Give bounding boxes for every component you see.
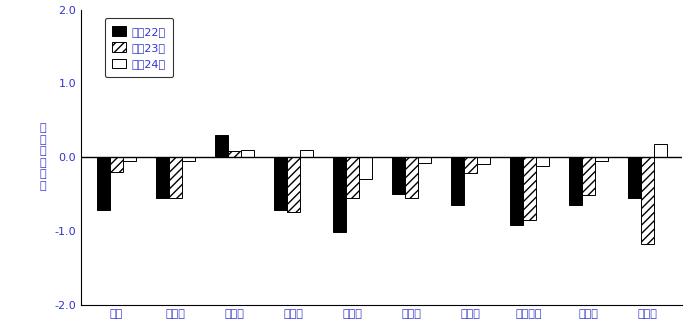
Bar — [581, 157, 594, 195]
Bar — [169, 157, 182, 198]
Bar — [654, 144, 667, 157]
Bar — [536, 157, 548, 166]
Bar — [405, 157, 418, 198]
Bar — [569, 157, 581, 205]
Bar — [346, 157, 358, 198]
Bar — [477, 157, 490, 164]
Bar — [451, 157, 464, 205]
Bar — [523, 157, 536, 220]
Bar — [182, 157, 195, 161]
Bar — [123, 157, 136, 161]
Bar — [300, 150, 313, 157]
Bar — [97, 157, 110, 210]
Bar — [215, 135, 228, 157]
Bar — [241, 150, 254, 157]
Bar — [358, 157, 372, 179]
Y-axis label: 前
年
比
（
％
）: 前 年 比 （ ％ ） — [40, 123, 47, 191]
Bar — [156, 157, 169, 198]
Bar — [391, 157, 405, 194]
Bar — [510, 157, 523, 225]
Bar — [274, 157, 287, 210]
Bar — [464, 157, 477, 173]
Bar — [641, 157, 654, 244]
Bar — [110, 157, 123, 172]
Bar — [627, 157, 641, 198]
Bar — [228, 151, 241, 157]
Bar — [594, 157, 608, 161]
Bar — [418, 157, 431, 163]
Bar — [333, 157, 346, 232]
Legend: 平成22年, 平成23年, 平成24年: 平成22年, 平成23年, 平成24年 — [105, 18, 173, 77]
Bar — [287, 157, 300, 212]
